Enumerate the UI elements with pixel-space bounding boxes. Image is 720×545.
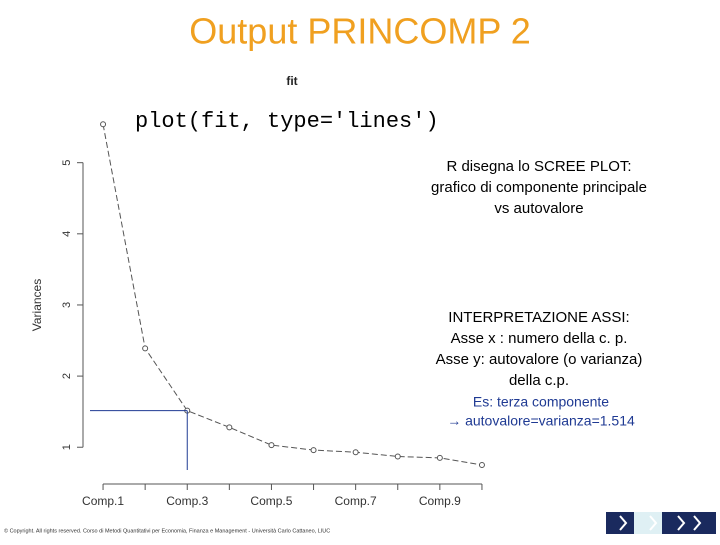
example-line: → autovalore=varianza=1.514: [447, 413, 635, 429]
note-line: Asse y: autovalore (o varianza): [436, 351, 643, 368]
point: [352, 449, 359, 456]
example-line: Es: terza componente: [473, 394, 609, 410]
y-tick-label: 3: [61, 302, 73, 308]
y-tick-label: 4: [61, 231, 73, 237]
code: plot(fit, type='lines'): [135, 109, 439, 134]
nav-decoration: [606, 512, 716, 534]
slide-title: Output PRINCOMP 2: [189, 11, 530, 52]
note-line: della c.p.: [509, 372, 569, 389]
x-tick-label: Comp.1: [82, 494, 124, 508]
x-tick-label: Comp.3: [166, 494, 208, 508]
point: [268, 442, 275, 449]
note-line: R disegna lo SCREE PLOT:: [446, 158, 631, 175]
point: [142, 345, 149, 352]
point: [226, 424, 233, 431]
x-tick-label: Comp.9: [419, 494, 461, 508]
subtitle: fit: [286, 74, 297, 88]
y-tick-label: 5: [61, 160, 73, 166]
point: [436, 454, 443, 461]
point: [394, 453, 401, 460]
x-tick-label: Comp.7: [335, 494, 377, 508]
y-tick-label: 2: [61, 373, 73, 379]
y-tick-label: 1: [61, 444, 73, 450]
point: [478, 462, 485, 469]
point: [310, 447, 317, 454]
x-tick-label: Comp.5: [250, 494, 292, 508]
note-line: vs autovalore: [494, 200, 583, 217]
note-line: INTERPRETAZIONE ASSI:: [448, 309, 629, 326]
footer: © Copyright. All rights reserved. Corso …: [4, 527, 330, 534]
note-line: Asse x : numero della c. p.: [451, 330, 628, 347]
note-line: grafico di componente principale: [431, 179, 647, 196]
y-axis-label: Variances: [30, 279, 44, 331]
series-line: [102, 124, 483, 466]
point: [100, 121, 107, 128]
